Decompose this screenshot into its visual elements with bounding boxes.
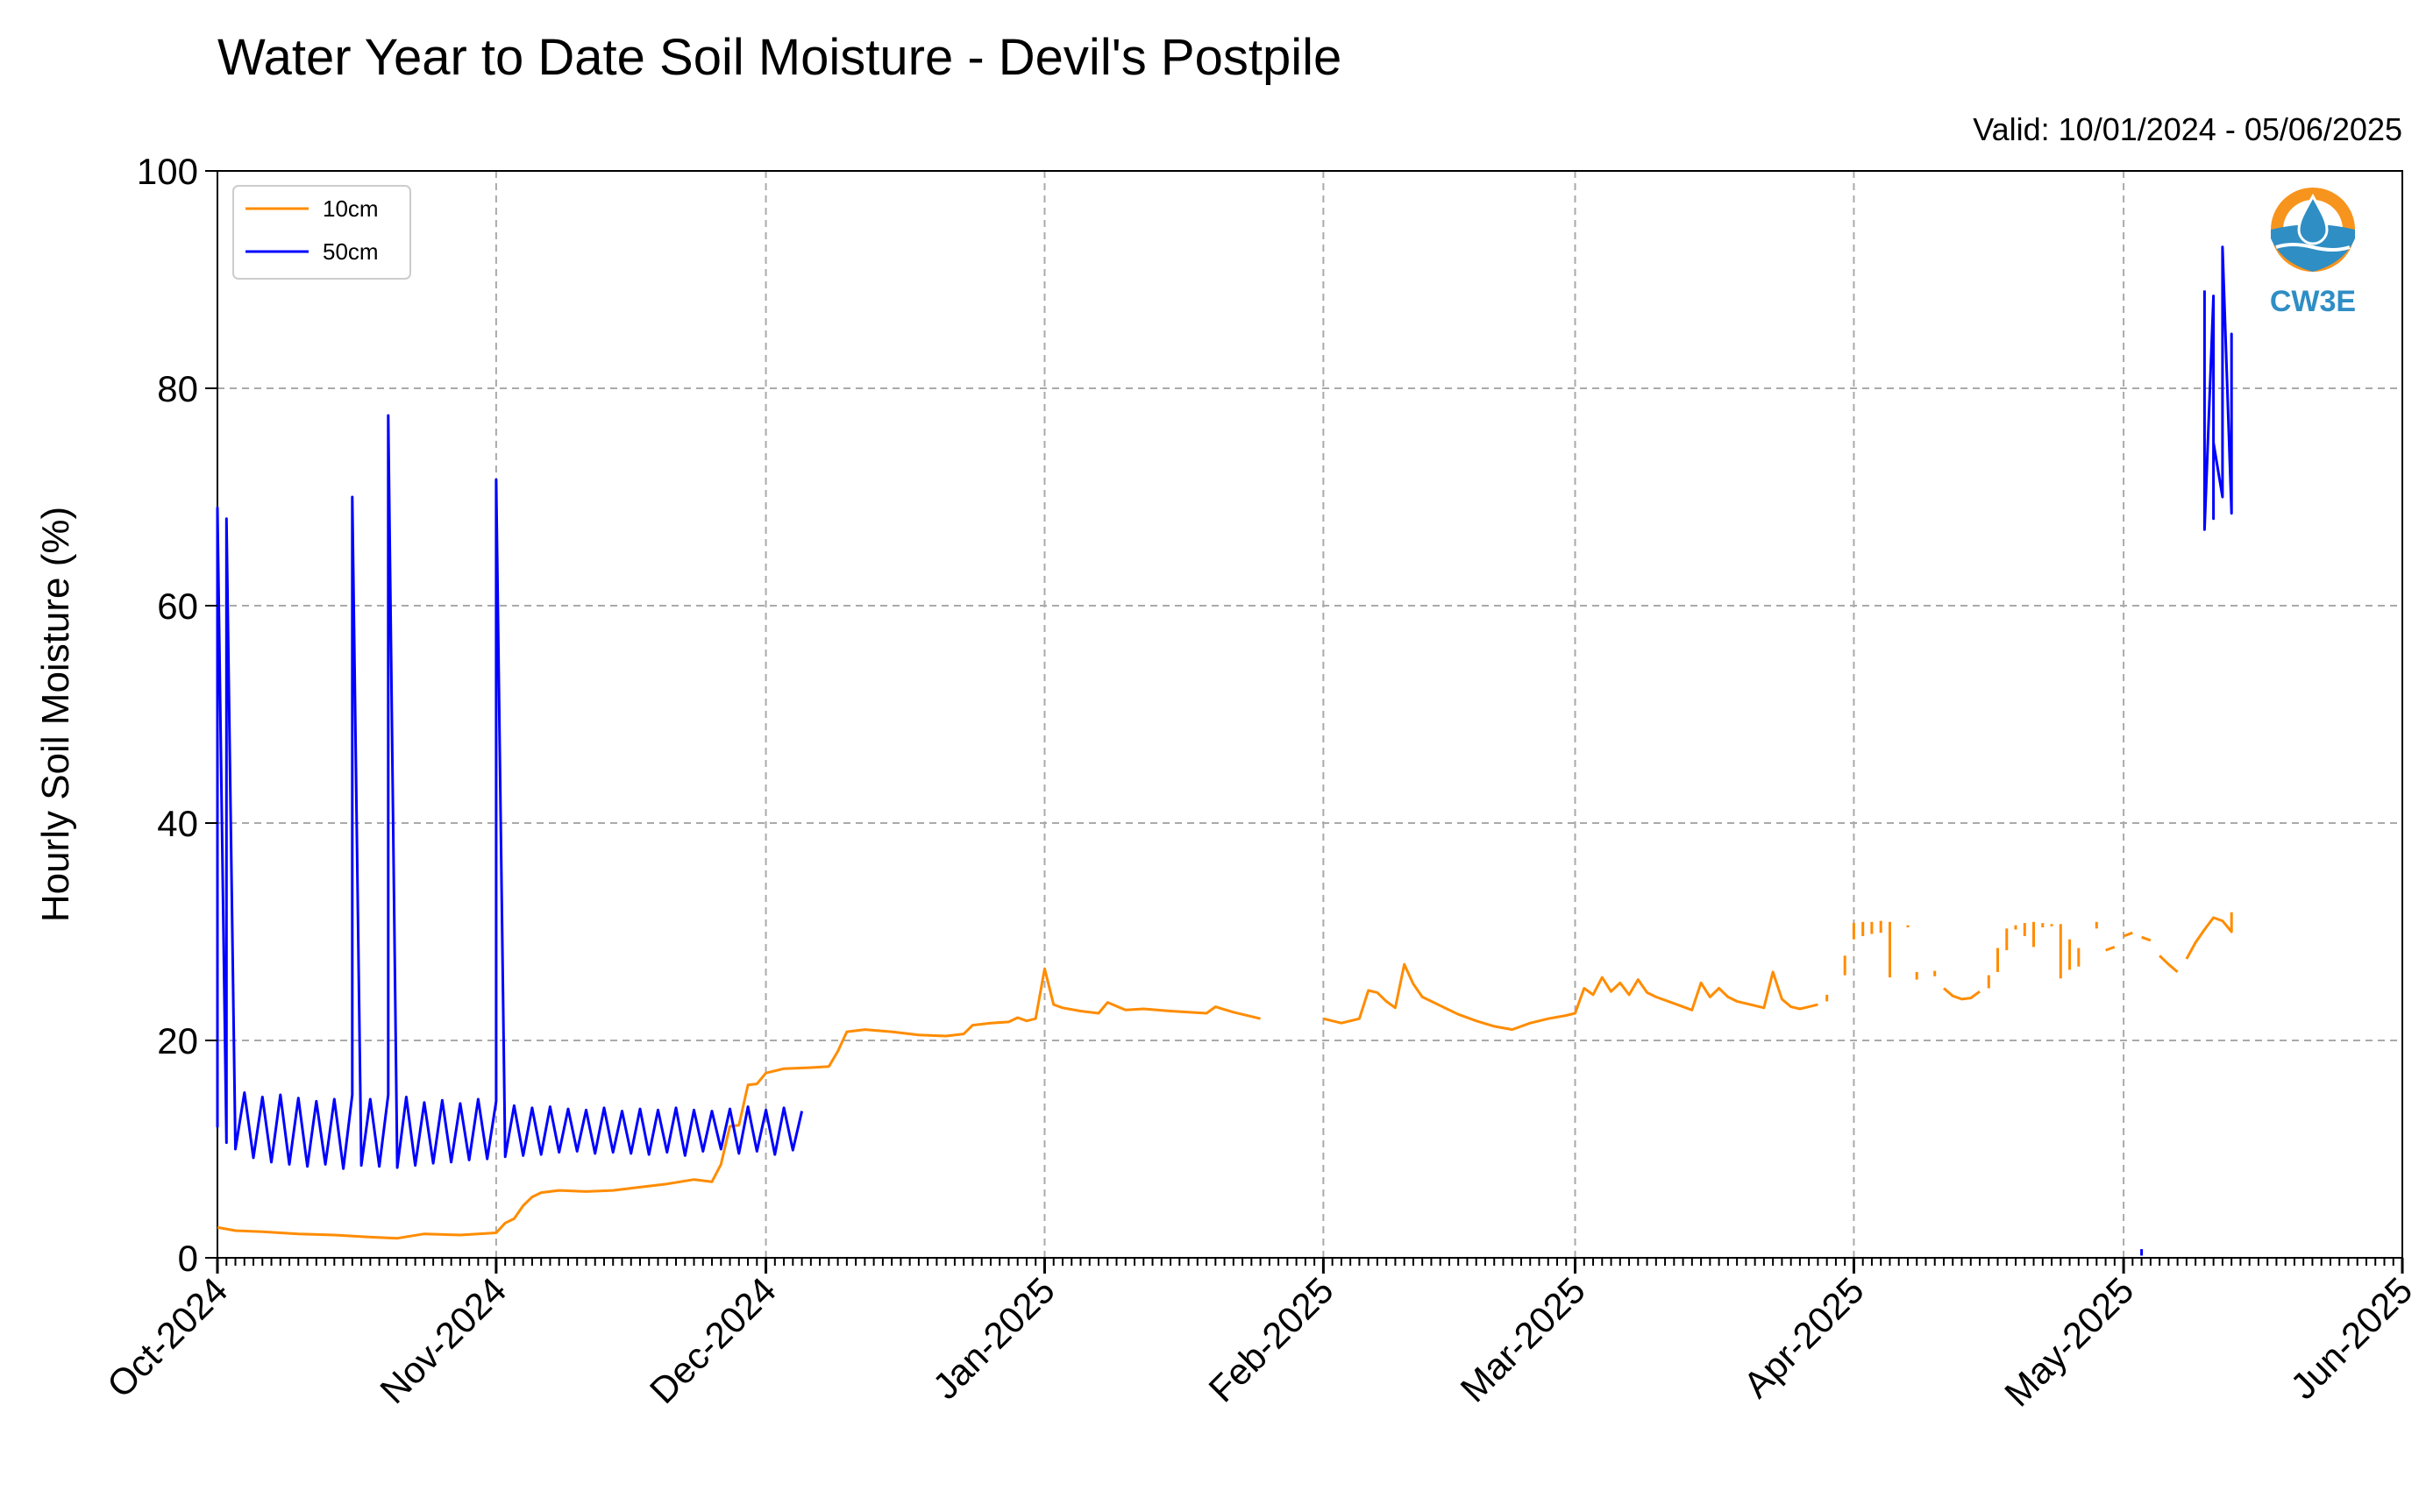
x-tick-label-8: Jun-2025	[2282, 1269, 2420, 1407]
logo-text: CW3E	[2270, 285, 2356, 318]
legend-box	[232, 185, 411, 280]
x-tick-label-6: Apr-2025	[1735, 1269, 1871, 1405]
y-tick-label-60: 60	[157, 586, 198, 627]
series-10cm-segment-28	[2159, 955, 2179, 974]
chart-title: Water Year to Date Soil Moisture - Devil…	[217, 29, 1341, 86]
cw3e-logo: CW3E	[2270, 188, 2356, 318]
series-10cm-segment-12	[1943, 987, 1981, 1001]
legend-label-50cm: 50cm	[323, 238, 379, 265]
series-50cm-segment-2	[2202, 245, 2233, 531]
y-tick-label-20: 20	[157, 1020, 198, 1061]
y-tick-label-40: 40	[157, 803, 198, 844]
x-tick-label-2: Dec-2024	[642, 1269, 784, 1411]
plot-area	[217, 170, 2403, 1259]
series-10cm-segment-1	[1323, 962, 1818, 1032]
series-10cm-segment-0	[217, 967, 1261, 1240]
legend: 10cm 50cm	[232, 185, 411, 280]
x-tick-label-1: Nov-2024	[372, 1269, 514, 1411]
y-axis-label: Hourly Soil Moisture (%)	[34, 507, 77, 922]
grid-lines	[217, 171, 2402, 1258]
series-10cm-segment-25	[2105, 945, 2116, 952]
data-series	[216, 245, 2233, 1256]
y-tick-label-80: 80	[157, 368, 198, 409]
logo-drop-icon	[2297, 193, 2329, 245]
x-tick-label-0: Oct-2024	[99, 1269, 235, 1405]
valid-date-range: Valid: 10/01/2024 - 05/06/2025	[1973, 111, 2402, 147]
y-tick-label-0: 0	[178, 1238, 198, 1279]
x-tick-label-7: May-2025	[1996, 1269, 2141, 1414]
series-10cm-segment-26	[2123, 931, 2133, 938]
x-tick-label-3: Jan-2025	[925, 1269, 1063, 1407]
x-tick-label-5: Mar-2025	[1453, 1269, 1593, 1409]
legend-label-10cm: 10cm	[323, 195, 379, 222]
series-50cm-segment-0	[216, 414, 804, 1170]
series-10cm-segment-29	[2185, 912, 2233, 960]
x-tick-label-4: Feb-2025	[1200, 1269, 1341, 1409]
logo-wave-line-icon	[2275, 243, 2351, 252]
series-10cm-segment-27	[2141, 935, 2152, 942]
y-tick-label-100: 100	[137, 151, 198, 192]
axes: 0 20 40 60 80 100 Oct-2024 Nov-2024 Dec-2024 Jan-…	[99, 151, 2420, 1414]
